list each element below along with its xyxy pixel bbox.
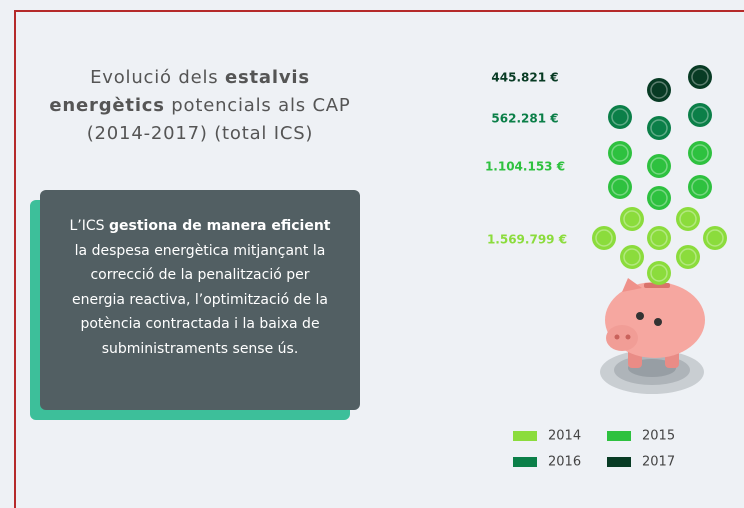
coin-inner — [691, 68, 709, 86]
note: L’ICS gestiona de manera eficient la des… — [62, 214, 338, 361]
coin — [688, 103, 712, 127]
legend-swatch — [513, 431, 537, 441]
coin-group — [592, 207, 727, 285]
coin — [676, 207, 700, 231]
value-label: 1.104.153 € — [485, 160, 565, 174]
coin-inner — [611, 144, 629, 162]
legend-swatch — [513, 457, 537, 467]
title: Evolució dels estalvis energètics potenc… — [40, 64, 360, 148]
coin-inner — [691, 106, 709, 124]
coin-inner — [650, 81, 668, 99]
coin-inner — [650, 189, 668, 207]
coin — [647, 154, 671, 178]
legend-label: 2016 — [548, 455, 581, 470]
coin — [647, 116, 671, 140]
coin — [703, 226, 727, 250]
coin-inner — [650, 264, 668, 282]
coin-inner — [611, 178, 629, 196]
note-part: la despesa energètica mitjançant la corr… — [71, 242, 329, 357]
legend-swatch — [607, 457, 631, 467]
coin-group — [608, 103, 712, 140]
coin-inner — [691, 178, 709, 196]
coin — [647, 261, 671, 285]
coin — [620, 207, 644, 231]
coin-inner — [595, 229, 613, 247]
coin — [647, 78, 671, 102]
coin — [688, 175, 712, 199]
coin-group — [608, 141, 712, 210]
coin — [647, 186, 671, 210]
note-part: gestiona de manera eficient — [109, 218, 331, 234]
coin — [608, 141, 632, 165]
value-label: 562.281 € — [491, 112, 558, 126]
coin — [608, 175, 632, 199]
coin — [688, 65, 712, 89]
coin-inner — [691, 144, 709, 162]
coin-inner — [650, 119, 668, 137]
legend-label: 2017 — [642, 455, 675, 470]
coin — [647, 226, 671, 250]
coin — [676, 245, 700, 269]
coin-inner — [623, 210, 641, 228]
piggy-bank — [600, 278, 705, 394]
value-label: 445.821 € — [491, 71, 558, 85]
legend-label: 2014 — [548, 429, 581, 444]
coin — [620, 245, 644, 269]
coin-inner — [611, 108, 629, 126]
coin-inner — [679, 248, 697, 266]
coin — [608, 105, 632, 129]
coin-inner — [679, 210, 697, 228]
title-part: potencials als CAP (2014-2017) (total IC… — [86, 95, 351, 144]
legend-swatch — [607, 431, 631, 441]
legend-label: 2015 — [642, 429, 675, 444]
title-part: Evolució dels — [90, 67, 225, 88]
note-part: L’ICS — [69, 218, 109, 234]
coin-inner — [650, 157, 668, 175]
value-label: 1.569.799 € — [487, 233, 567, 247]
coin — [592, 226, 616, 250]
coin-group — [647, 65, 712, 102]
coin-inner — [706, 229, 724, 247]
note-box — [40, 190, 360, 410]
title-part: estalvis energètics — [49, 67, 310, 116]
coin-inner — [623, 248, 641, 266]
coin-inner — [650, 229, 668, 247]
coin — [688, 141, 712, 165]
frame — [14, 10, 744, 508]
